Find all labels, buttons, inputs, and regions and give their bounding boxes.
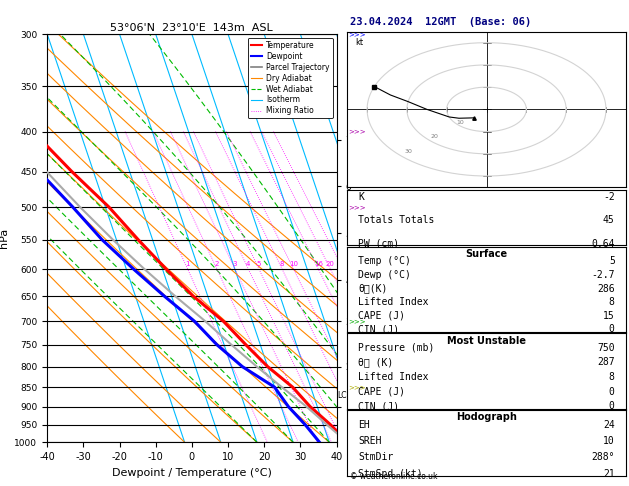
Text: >>>: >>> — [348, 129, 365, 135]
Text: 45: 45 — [603, 215, 615, 226]
Y-axis label: hPa: hPa — [0, 228, 9, 248]
Text: EH: EH — [359, 420, 370, 430]
Text: -2: -2 — [603, 192, 615, 202]
Text: CIN (J): CIN (J) — [359, 324, 399, 334]
Text: Temp (°C): Temp (°C) — [359, 256, 411, 266]
Text: 15: 15 — [603, 311, 615, 321]
Y-axis label: km
ASL: km ASL — [353, 230, 372, 246]
Text: Hodograph: Hodograph — [456, 412, 517, 422]
Text: 3: 3 — [233, 261, 237, 267]
X-axis label: Dewpoint / Temperature (°C): Dewpoint / Temperature (°C) — [112, 468, 272, 478]
Text: 8: 8 — [609, 297, 615, 307]
Text: CIN (J): CIN (J) — [359, 401, 399, 412]
Text: Most Unstable: Most Unstable — [447, 336, 526, 346]
Text: Dewp (°C): Dewp (°C) — [359, 270, 411, 280]
Text: 2: 2 — [214, 261, 219, 267]
Text: 5: 5 — [257, 261, 261, 267]
Text: Lifted Index: Lifted Index — [359, 297, 429, 307]
Text: 0: 0 — [609, 401, 615, 412]
Text: 10: 10 — [603, 436, 615, 446]
Text: CAPE (J): CAPE (J) — [359, 387, 405, 397]
Text: Surface: Surface — [465, 249, 508, 260]
Text: 1: 1 — [186, 261, 190, 267]
Text: kt: kt — [355, 38, 364, 47]
Text: 20: 20 — [326, 261, 335, 267]
Text: >>>: >>> — [348, 318, 365, 324]
Text: © weatheronline.co.uk: © weatheronline.co.uk — [350, 472, 438, 481]
Text: 8: 8 — [280, 261, 284, 267]
Text: 288°: 288° — [591, 452, 615, 463]
Text: -2.7: -2.7 — [591, 270, 615, 280]
Text: CAPE (J): CAPE (J) — [359, 311, 405, 321]
Text: LCL: LCL — [338, 391, 352, 399]
Text: 10: 10 — [457, 120, 465, 125]
Text: 10: 10 — [289, 261, 298, 267]
Text: 287: 287 — [597, 358, 615, 367]
Text: SREH: SREH — [359, 436, 382, 446]
Text: 8: 8 — [609, 372, 615, 382]
Text: 0: 0 — [609, 387, 615, 397]
Text: 0: 0 — [609, 324, 615, 334]
Text: K: K — [359, 192, 364, 202]
Text: Lifted Index: Lifted Index — [359, 372, 429, 382]
Text: PW (cm): PW (cm) — [359, 239, 399, 249]
Text: >>>: >>> — [348, 384, 365, 390]
Text: θᴄ (K): θᴄ (K) — [359, 358, 394, 367]
Text: 21: 21 — [603, 469, 615, 479]
Text: 16: 16 — [314, 261, 323, 267]
Text: 24: 24 — [603, 420, 615, 430]
Text: StmSpd (kt): StmSpd (kt) — [359, 469, 423, 479]
Text: Totals Totals: Totals Totals — [359, 215, 435, 226]
Text: 23.04.2024  12GMT  (Base: 06): 23.04.2024 12GMT (Base: 06) — [350, 17, 532, 27]
Legend: Temperature, Dewpoint, Parcel Trajectory, Dry Adiabat, Wet Adiabat, Isotherm, Mi: Temperature, Dewpoint, Parcel Trajectory… — [248, 38, 333, 119]
Text: 5: 5 — [609, 256, 615, 266]
Text: θᴄ(K): θᴄ(K) — [359, 283, 387, 294]
Text: Pressure (mb): Pressure (mb) — [359, 343, 435, 353]
Title: 53°06'N  23°10'E  143m  ASL: 53°06'N 23°10'E 143m ASL — [111, 23, 273, 33]
Text: 286: 286 — [597, 283, 615, 294]
Text: StmDir: StmDir — [359, 452, 394, 463]
Text: >>>: >>> — [348, 204, 365, 210]
Text: >>>: >>> — [348, 31, 365, 37]
Text: 750: 750 — [597, 343, 615, 353]
Text: 20: 20 — [431, 134, 438, 139]
Text: 0.64: 0.64 — [591, 239, 615, 249]
Text: 4: 4 — [246, 261, 250, 267]
Text: 30: 30 — [405, 149, 413, 154]
